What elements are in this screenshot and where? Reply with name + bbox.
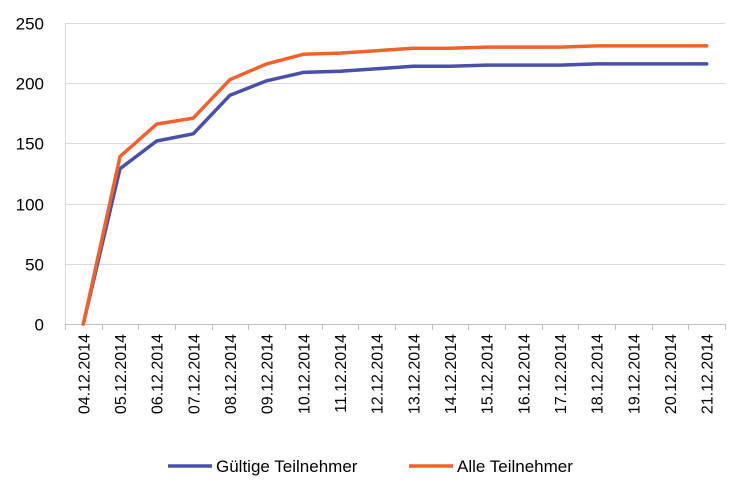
x-tick-label: 08.12.2014	[223, 334, 240, 414]
y-tick-label: 100	[16, 196, 44, 215]
x-tick-label: 11.12.2014	[333, 334, 350, 413]
y-tick-label: 50	[25, 256, 44, 275]
grid	[65, 23, 725, 265]
y-tick-label: 0	[35, 316, 44, 335]
x-tick-label: 17.12.2014	[553, 334, 570, 414]
y-tick-label: 200	[16, 75, 44, 94]
x-tick-label: 10.12.2014	[296, 334, 313, 414]
x-tick-label: 05.12.2014	[113, 334, 130, 414]
x-tick-label: 12.12.2014	[370, 334, 387, 414]
legend-label-2: Alle Teilnehmer	[457, 457, 573, 476]
x-tick-label: 14.12.2014	[443, 334, 460, 414]
series-line-1	[81, 62, 709, 326]
x-tick-label: 19.12.2014	[626, 334, 643, 414]
y-tick-label: 250	[16, 15, 44, 34]
series-lines	[81, 44, 709, 326]
legend: Gültige Teilnehmer Alle Teilnehmer	[168, 457, 573, 476]
legend-label-1: Gültige Teilnehmer	[216, 457, 358, 476]
x-tick-label: 04.12.2014	[76, 334, 93, 414]
x-tick-label: 18.12.2014	[590, 334, 607, 414]
x-tick-label: 15.12.2014	[480, 334, 497, 414]
x-tick-label: 20.12.2014	[663, 334, 680, 414]
x-axis-ticks: 04.12.2014 05.12.2014 06.12.2014 07.12.2014…	[76, 334, 716, 414]
y-axis-ticks: 0 50 100 150 200 250	[16, 15, 44, 335]
series-line-2	[81, 44, 709, 326]
x-tick-label: 16.12.2014	[516, 334, 533, 414]
x-tick-label: 21.12.2014	[700, 334, 717, 414]
x-tick-label: 07.12.2014	[186, 334, 203, 414]
y-tick-label: 150	[16, 135, 44, 154]
x-tick-label: 09.12.2014	[260, 334, 277, 414]
x-tick-label: 13.12.2014	[406, 334, 423, 414]
axes	[65, 23, 726, 330]
x-tick-label: 06.12.2014	[150, 334, 167, 414]
